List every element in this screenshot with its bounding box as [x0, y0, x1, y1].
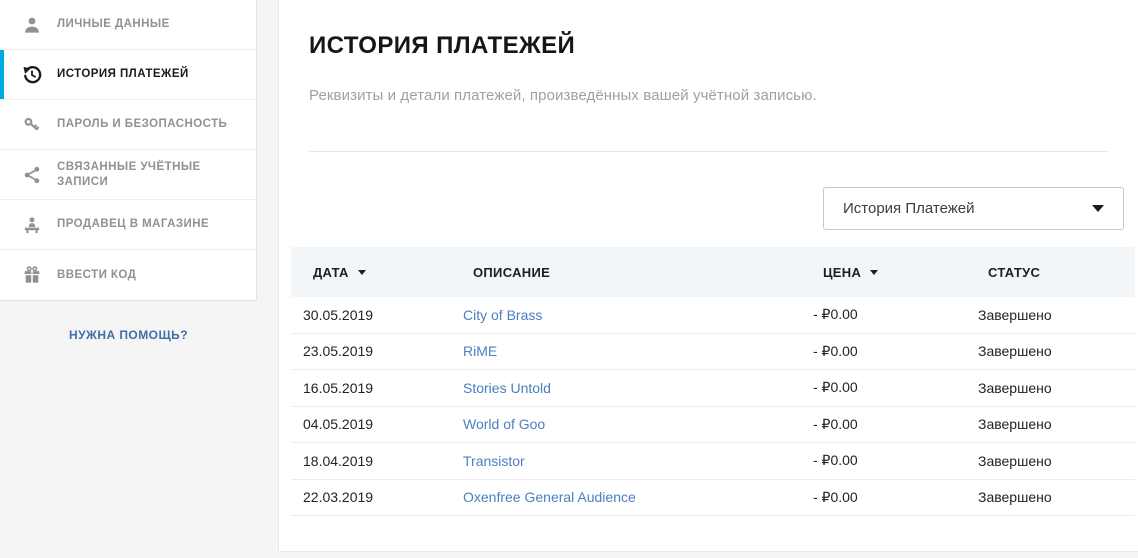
sort-down-icon [870, 269, 879, 275]
column-header-date[interactable]: ДАТА [291, 265, 451, 280]
cell-date: 22.03.2019 [303, 489, 374, 506]
cell-price: - ₽0.00 [813, 488, 858, 505]
sidebar-item-store-seller[interactable]: ПРОДАВЕЦ В МАГАЗИНЕ [0, 200, 256, 250]
chevron-down-icon [1092, 205, 1104, 212]
game-title-link[interactable]: Stories Untold [463, 379, 551, 396]
table-row: 18.04.2019 Transistor - ₽0.00 Завершено [291, 443, 1135, 480]
sidebar-item-password-security[interactable]: ПАРОЛЬ И БЕЗОПАСНОСТЬ [0, 100, 256, 150]
sidebar-item-linked-accounts[interactable]: СВЯЗАННЫЕ УЧЁТНЫЕ ЗАПИСИ [0, 150, 256, 200]
cell-date: 04.05.2019 [303, 416, 374, 433]
game-title-link[interactable]: World of Goo [463, 416, 546, 433]
table-row: 30.05.2019 City of Brass - ₽0.00 Заверше… [291, 297, 1135, 334]
game-title-link[interactable]: Oxenfree General Audience [463, 489, 636, 506]
table-row: 04.05.2019 World of Goo - ₽0.00 Завершен… [291, 406, 1135, 443]
sort-down-icon [357, 269, 366, 275]
cell-date: 23.05.2019 [303, 343, 374, 360]
gift-icon [22, 265, 42, 285]
cell-price: - ₽0.00 [813, 342, 858, 359]
game-title-link[interactable]: Transistor [463, 452, 525, 469]
cell-date: 18.04.2019 [303, 452, 374, 469]
table-row: 23.05.2019 RiME - ₽0.00 Завершено [291, 333, 1135, 370]
sidebar-item-label: ЛИЧНЫЕ ДАННЫЕ [57, 18, 170, 31]
sidebar-item-label: ВВЕСТИ КОД [57, 268, 137, 281]
cell-status: Завершено [978, 343, 1052, 360]
history-icon [22, 65, 42, 85]
sidebar-item-label: ПРОДАВЕЦ В МАГАЗИНЕ [57, 218, 210, 231]
account-sidebar: ЛИЧНЫЕ ДАННЫЕ ИСТОРИЯ ПЛАТЕЖЕЙ [0, 0, 257, 342]
table-row: 22.03.2019 Oxenfree General Audience - ₽… [291, 479, 1135, 516]
need-help-link[interactable]: НУЖНА ПОМОЩЬ? [69, 328, 188, 342]
sidebar-item-redeem-code[interactable]: ВВЕСТИ КОД [0, 250, 256, 300]
sidebar-item-label: СВЯЗАННЫЕ УЧЁТНЫЕ ЗАПИСИ [57, 161, 201, 188]
cell-status: Завершено [978, 416, 1052, 433]
column-header-status: СТАТУС [988, 264, 1041, 280]
cell-status: Завершено [978, 379, 1052, 396]
key-icon [22, 115, 42, 135]
cell-date: 30.05.2019 [303, 306, 374, 323]
sidebar-item-label: ПАРОЛЬ И БЕЗОПАСНОСТЬ [57, 118, 228, 131]
cell-status: Завершено [978, 306, 1052, 323]
page-title: ИСТОРИЯ ПЛАТЕЖЕЙ [309, 32, 576, 59]
dropdown-selected-value: История Платежей [843, 200, 975, 217]
cell-price: - ₽0.00 [813, 452, 858, 469]
page-subtitle: Реквизиты и детали платежей, произведённ… [309, 87, 817, 104]
sidebar-item-personal-data[interactable]: ЛИЧНЫЕ ДАННЫЕ [0, 0, 256, 50]
game-title-link[interactable]: RiME [463, 343, 498, 360]
column-header-description: ОПИСАНИЕ [473, 264, 551, 280]
cell-price: - ₽0.00 [813, 306, 858, 323]
user-icon [22, 15, 42, 35]
table-header-row: ДАТА ОПИСАНИЕ ЦЕНА СТАТУС [291, 247, 1135, 297]
share-icon [22, 165, 42, 185]
history-type-dropdown[interactable]: История Платежей [823, 187, 1124, 230]
sidebar-item-label: ИСТОРИЯ ПЛАТЕЖЕЙ [57, 68, 189, 81]
column-header-price[interactable]: ЦЕНА [801, 265, 966, 280]
sidebar-item-payment-history[interactable]: ИСТОРИЯ ПЛАТЕЖЕЙ [0, 50, 256, 100]
cell-date: 16.05.2019 [303, 379, 374, 396]
sidebar-menu: ЛИЧНЫЕ ДАННЫЕ ИСТОРИЯ ПЛАТЕЖЕЙ [0, 0, 257, 301]
cell-status: Завершено [978, 489, 1052, 506]
cell-price: - ₽0.00 [813, 379, 858, 396]
payment-history-panel: ИСТОРИЯ ПЛАТЕЖЕЙ Реквизиты и детали плат… [278, 0, 1138, 552]
cell-status: Завершено [978, 452, 1052, 469]
cell-price: - ₽0.00 [813, 415, 858, 432]
payment-history-table: ДАТА ОПИСАНИЕ ЦЕНА СТАТУС 30.05.2019 Cit… [291, 247, 1135, 516]
page-header: ИСТОРИЯ ПЛАТЕЖЕЙ Реквизиты и детали плат… [279, 0, 1138, 152]
table-row: 16.05.2019 Stories Untold - ₽0.00 Заверш… [291, 370, 1135, 407]
header-divider [309, 151, 1108, 152]
game-title-link[interactable]: City of Brass [463, 306, 543, 323]
seller-icon [22, 215, 42, 235]
